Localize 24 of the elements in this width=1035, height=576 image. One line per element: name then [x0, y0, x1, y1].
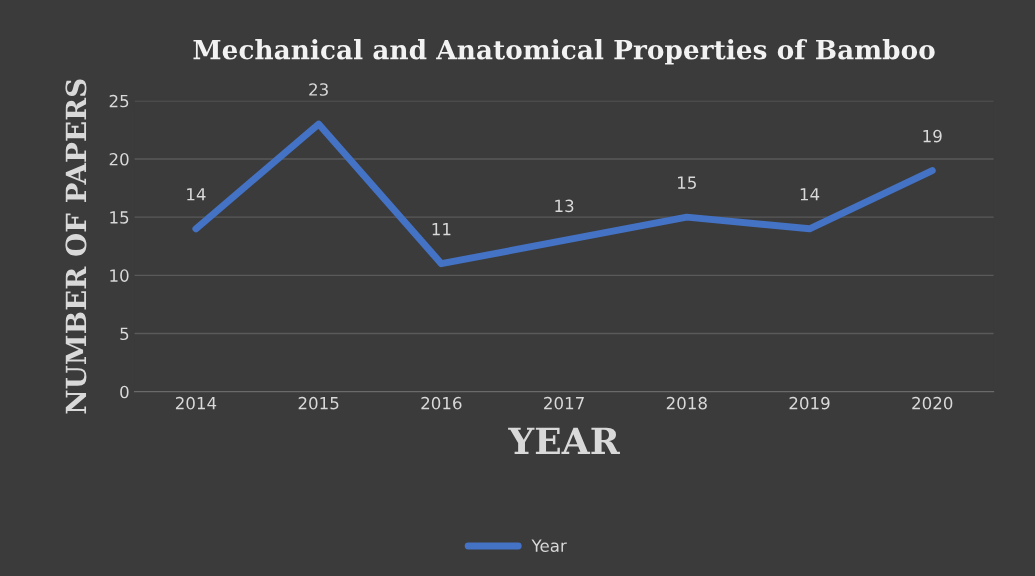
y-axis-title: NUMBER OF PAPERS	[65, 79, 87, 414]
y-tick-label: 5	[120, 327, 129, 341]
data-label: 11	[432, 223, 451, 236]
x-tick-label: 2018	[666, 396, 707, 410]
y-tick-label: 25	[109, 94, 129, 108]
y-tick-label: 20	[109, 152, 129, 166]
y-tick-label: 15	[110, 211, 129, 224]
data-label: 19	[923, 129, 942, 143]
x-tick-label: 2020	[912, 396, 953, 410]
legend-label: Year	[531, 539, 567, 553]
y-tick-label: 0	[120, 385, 129, 399]
x-tick-label: 2014	[175, 396, 217, 410]
chart-title: Mechanical and Anatomical Properties of Bamboo	[193, 39, 935, 65]
x-tick-label: 2016	[421, 396, 462, 410]
y-tick-label: 10	[110, 269, 129, 282]
data-label: 14	[187, 188, 206, 201]
x-tick-label: 2015	[298, 396, 339, 410]
x-tick-label: 2019	[789, 396, 830, 410]
x-axis-title: YEAR	[508, 427, 620, 454]
data-label: 23	[309, 83, 328, 96]
data-label: 15	[678, 176, 696, 189]
data-label: 14	[800, 188, 820, 201]
x-tick-label: 2017	[544, 396, 584, 410]
data-label: 13	[555, 199, 574, 213]
